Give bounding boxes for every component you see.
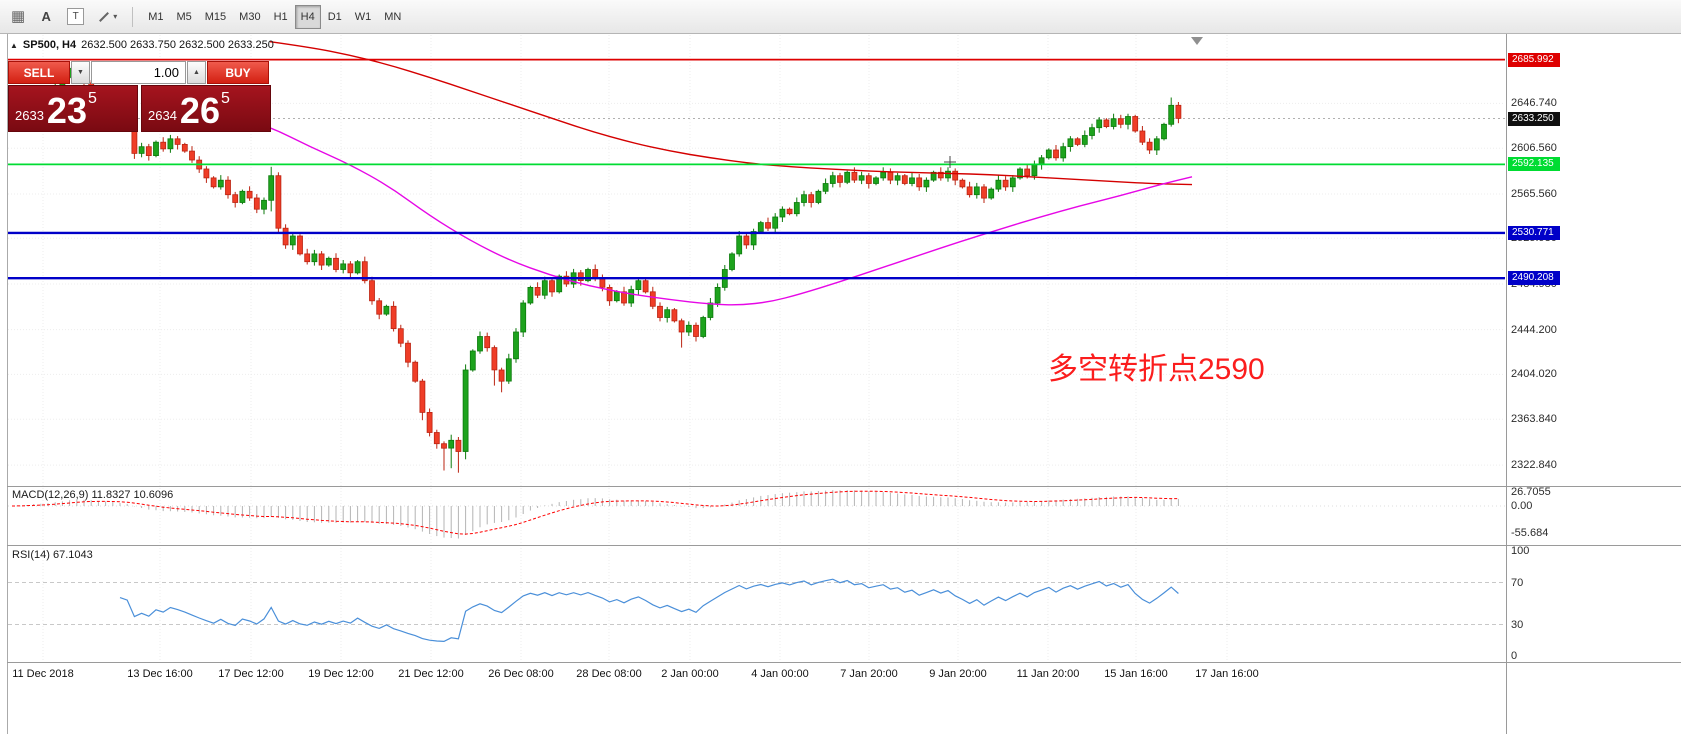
price-line-label: 2685.992 — [1508, 52, 1560, 67]
macd-signal-value: 10.6096 — [133, 489, 174, 501]
symbol-name: SP500, H4 — [22, 39, 77, 51]
axis-label: 0.00 — [1511, 500, 1533, 512]
caret-down-icon: ▼ — [77, 69, 84, 76]
chart-annotation-text: 多空转折点2590 — [1048, 353, 1265, 386]
axis-label: 26.7055 — [1511, 486, 1551, 498]
time-label: 9 Jan 20:00 — [929, 668, 987, 680]
rsi-name: RSI(14) — [12, 549, 50, 561]
timeframe-button-mn[interactable]: MN — [378, 5, 407, 29]
time-label: 2 Jan 00:00 — [661, 668, 719, 680]
sell-price-prefix: 2633 — [15, 108, 44, 123]
volume-increase-button[interactable]: ▲ — [187, 61, 206, 84]
axis-label: 30 — [1511, 618, 1524, 631]
volume-decrease-button[interactable]: ▼ — [71, 61, 90, 84]
time-label: 11 Jan 20:00 — [1016, 668, 1080, 680]
axis-label: 2322.840 — [1511, 459, 1557, 472]
time-label: 17 Dec 12:00 — [218, 668, 284, 680]
time-label: 15 Jan 16:00 — [1104, 668, 1168, 680]
price-axis[interactable]: 2646.7402606.5602565.5602525.9302484.980… — [1506, 34, 1681, 734]
timeframe-group: M1 M5 M15 M30 H1 H4 D1 W1 MN — [142, 4, 407, 29]
time-label: 19 Dec 12:00 — [308, 668, 374, 680]
time-label: 21 Dec 12:00 — [398, 668, 464, 680]
panel-separator — [7, 662, 1681, 663]
buy-price-pip: 5 — [220, 90, 230, 107]
axis-label: 2646.740 — [1511, 97, 1557, 110]
timeframe-button-d1[interactable]: D1 — [322, 5, 348, 29]
timeframe-button-m15[interactable]: M15 — [199, 5, 232, 29]
price-line-label: 2530.771 — [1508, 225, 1560, 240]
sell-price-main: 23 — [46, 90, 87, 132]
axis-label: 2606.560 — [1511, 142, 1557, 155]
buy-price-main: 26 — [179, 90, 220, 132]
sell-price-pip: 5 — [87, 90, 97, 107]
one-click-trading-panel: SELL ▼ ▲ BUY 2633 23 5 2634 26 5 — [8, 61, 271, 132]
time-label: 7 Jan 20:00 — [840, 668, 898, 680]
timeframe-button-m30[interactable]: M30 — [233, 5, 266, 29]
axis-label: 2444.200 — [1511, 323, 1557, 336]
time-label: 13 Dec 16:00 — [127, 668, 193, 680]
macd-main-value: 11.8327 — [91, 489, 131, 501]
axis-label: 0 — [1511, 650, 1518, 662]
ohlc-values: 2632.500 2633.750 2632.500 2633.250 — [81, 39, 274, 51]
sell-button[interactable]: SELL — [8, 61, 70, 84]
buy-price-prefix: 2634 — [148, 108, 177, 123]
axis-label: 2363.840 — [1511, 413, 1557, 426]
font-a-icon: A — [41, 9, 51, 24]
time-label: 4 Jan 00:00 — [751, 668, 809, 680]
panel-separator[interactable] — [7, 486, 1681, 487]
text-t-icon: T — [67, 8, 85, 25]
trendline-icon — [99, 11, 110, 22]
toolbar-separator — [132, 6, 134, 27]
grid-icon: ▦ — [11, 8, 26, 25]
caret-up-icon: ▲ — [193, 69, 200, 76]
axis-label: -55.684 — [1511, 527, 1549, 539]
text-tool-button[interactable]: T — [61, 5, 90, 29]
axis-label: 2404.020 — [1511, 368, 1557, 381]
trade-buttons-row: SELL ▼ ▲ BUY — [8, 61, 271, 84]
time-label: 17 Jan 16:00 — [1195, 668, 1259, 680]
chevron-down-icon: ▾ — [113, 12, 118, 21]
rsi-value: 67.1043 — [52, 549, 93, 561]
timeframe-button-h1[interactable]: H1 — [268, 5, 294, 29]
font-tool-button[interactable]: A — [33, 5, 59, 29]
price-line-label: 2633.250 — [1508, 111, 1560, 126]
buy-price-display[interactable]: 2634 26 5 — [141, 85, 271, 132]
axis-label: 100 — [1511, 545, 1530, 557]
time-label: 26 Dec 08:00 — [488, 668, 554, 680]
time-label: 28 Dec 08:00 — [576, 668, 642, 680]
time-label: 11 Dec 2018 — [12, 668, 74, 680]
timeframe-button-m5[interactable]: M5 — [170, 5, 197, 29]
chart-left-border — [7, 34, 8, 734]
macd-name: MACD(12,26,9) — [12, 489, 89, 501]
symbol-marker-icon: ▲ — [10, 40, 18, 50]
time-axis[interactable]: 11 Dec 2018 13 Dec 16:00 17 Dec 12:00 19 De… — [0, 662, 1506, 734]
macd-indicator-label: MACD(12,26,9) 11.8327 10.6096 — [12, 489, 173, 501]
toolbar: ▦ A T ▾ M1 M5 M15 M30 H1 H4 D1 W1 MN — [0, 0, 1681, 34]
rsi-indicator-label: RSI(14) 67.1043 — [12, 549, 93, 561]
timeframe-button-h4[interactable]: H4 — [294, 4, 321, 29]
axis-label: 2565.560 — [1511, 188, 1557, 200]
volume-input[interactable] — [91, 61, 186, 84]
panel-separator[interactable] — [7, 545, 1681, 546]
price-line-label: 2592.135 — [1508, 157, 1560, 172]
grid-tool-button[interactable]: ▦ — [5, 5, 31, 29]
price-line-label: 2490.208 — [1508, 271, 1560, 286]
timeframe-button-w1[interactable]: W1 — [349, 5, 378, 29]
sell-price-display[interactable]: 2633 23 5 — [8, 85, 138, 132]
draw-tools-button[interactable]: ▾ — [92, 5, 123, 29]
buy-button[interactable]: BUY — [207, 61, 269, 84]
axis-label: 70 — [1511, 576, 1524, 589]
quote-prices-row: 2633 23 5 2634 26 5 — [8, 85, 271, 132]
symbol-ohlc-label: ▲ SP500, H4 2632.500 2633.750 2632.500 2… — [10, 39, 274, 51]
timeframe-button-m1[interactable]: M1 — [142, 5, 169, 29]
